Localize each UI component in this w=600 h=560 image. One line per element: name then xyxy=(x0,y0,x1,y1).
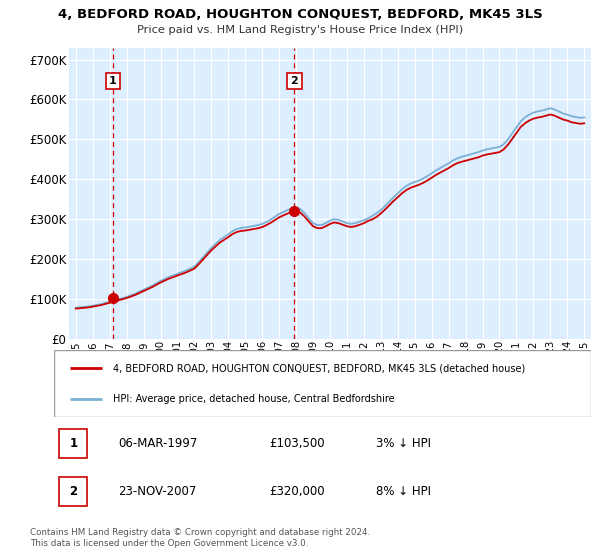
FancyBboxPatch shape xyxy=(54,350,591,417)
Text: 3% ↓ HPI: 3% ↓ HPI xyxy=(376,437,431,450)
Text: 2: 2 xyxy=(69,485,77,498)
Text: 06-MAR-1997: 06-MAR-1997 xyxy=(118,437,198,450)
Text: 1: 1 xyxy=(109,76,116,86)
Text: 4, BEDFORD ROAD, HOUGHTON CONQUEST, BEDFORD, MK45 3LS (detached house): 4, BEDFORD ROAD, HOUGHTON CONQUEST, BEDF… xyxy=(113,363,526,373)
Text: Contains HM Land Registry data © Crown copyright and database right 2024.
This d: Contains HM Land Registry data © Crown c… xyxy=(30,528,370,548)
FancyBboxPatch shape xyxy=(59,430,87,458)
Text: HPI: Average price, detached house, Central Bedfordshire: HPI: Average price, detached house, Cent… xyxy=(113,394,395,404)
Text: 23-NOV-2007: 23-NOV-2007 xyxy=(118,485,197,498)
FancyBboxPatch shape xyxy=(59,477,87,506)
Text: 8% ↓ HPI: 8% ↓ HPI xyxy=(376,485,431,498)
Text: £320,000: £320,000 xyxy=(269,485,325,498)
Text: 1: 1 xyxy=(69,437,77,450)
Text: £103,500: £103,500 xyxy=(269,437,325,450)
Text: 2: 2 xyxy=(290,76,298,86)
Text: Price paid vs. HM Land Registry's House Price Index (HPI): Price paid vs. HM Land Registry's House … xyxy=(137,25,463,35)
Text: 4, BEDFORD ROAD, HOUGHTON CONQUEST, BEDFORD, MK45 3LS: 4, BEDFORD ROAD, HOUGHTON CONQUEST, BEDF… xyxy=(58,8,542,21)
